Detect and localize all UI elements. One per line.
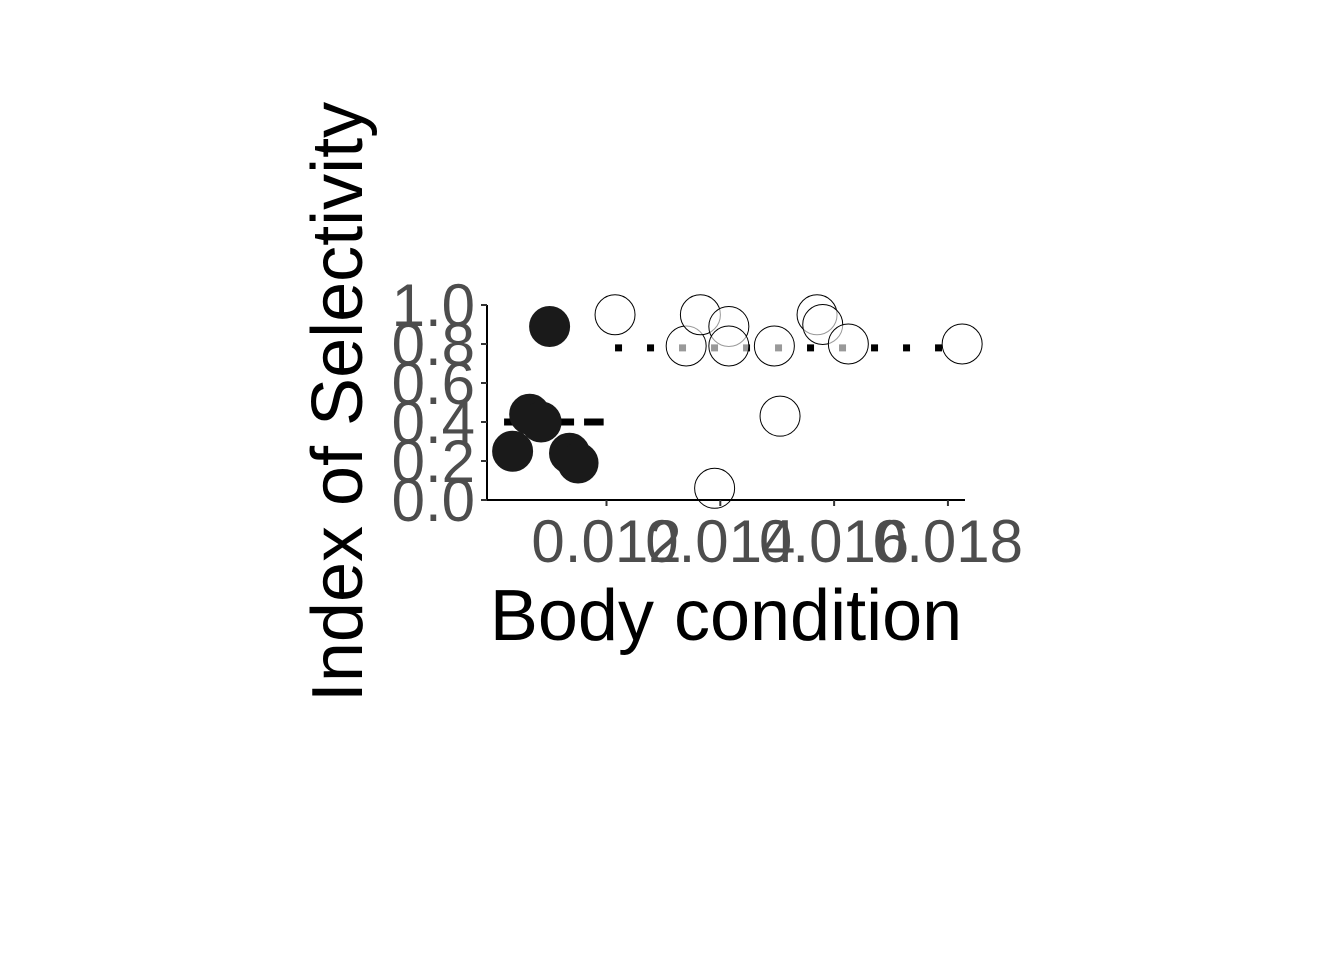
x-tick-label: 0.018 [873, 508, 1023, 575]
open-data-point [759, 395, 801, 437]
filled-data-point [520, 401, 562, 443]
open-data-point [708, 325, 750, 367]
y-tick-label: 0.4 [392, 389, 475, 456]
open-data-point [941, 323, 983, 365]
y-tick-label: 0.2 [392, 428, 475, 495]
filled-data-point [557, 442, 599, 484]
y-axis-title: Index of Selectivity [298, 102, 378, 702]
y-tick-label: 1.0 [392, 272, 475, 339]
open-data-point [594, 294, 636, 336]
x-tick-label: 0.014 [645, 508, 795, 575]
open-data-point [827, 323, 869, 365]
y-tick-label: 0.8 [392, 311, 475, 378]
open-data-point [753, 325, 795, 367]
filled-data-point [529, 305, 571, 347]
x-axis-title: Body condition [490, 576, 962, 656]
y-tick-label: 0.6 [392, 350, 475, 417]
y-axis: 0.00.20.40.60.81.0 [392, 272, 488, 534]
data-points [492, 294, 983, 509]
open-data-point [694, 467, 736, 509]
filled-data-point [492, 430, 534, 472]
y-tick-label: 0.0 [392, 467, 475, 534]
x-tick-label: 0.016 [759, 508, 909, 575]
x-tick-label: 0.012 [531, 508, 681, 575]
